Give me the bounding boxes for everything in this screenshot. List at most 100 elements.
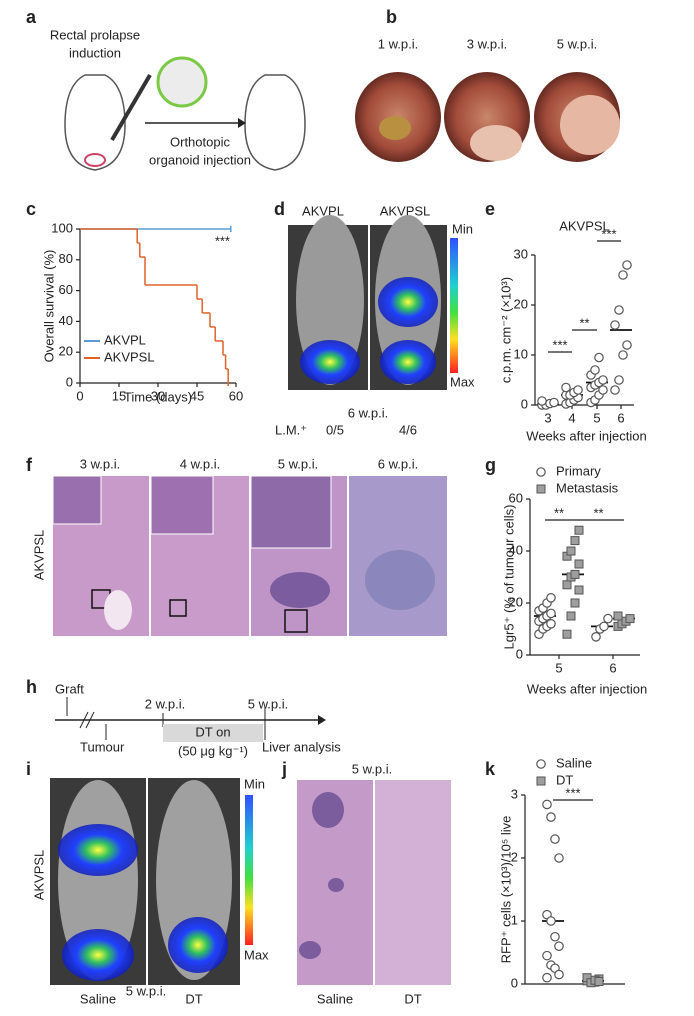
- y-tick-label: 60: [59, 282, 73, 297]
- y-axis-label: c.p.m. cm⁻² (×10³): [498, 277, 513, 383]
- data-point: [554, 941, 564, 951]
- data-point: [554, 853, 564, 863]
- column-label: DT: [185, 991, 202, 1006]
- x-tick-label: 5: [593, 410, 600, 425]
- x-axis-label: Weeks after injection: [527, 681, 647, 696]
- event-label: Liver analysis: [262, 739, 341, 754]
- chart-title: AKVPSL: [559, 218, 610, 233]
- data-point: [618, 350, 628, 360]
- column-label: Saline: [80, 991, 116, 1006]
- caption: Orthotopic: [170, 134, 230, 149]
- time-label: 6 w.p.i.: [348, 405, 388, 420]
- legend-label: DT: [556, 772, 573, 787]
- panel-label: f: [26, 455, 33, 475]
- data-point: [614, 375, 624, 385]
- image-label: 5 w.p.i.: [557, 36, 597, 51]
- event-label: Tumour: [80, 739, 125, 754]
- data-point: [542, 950, 552, 961]
- panel-h: Graft Tumour 2 w.p.i. 5 w.p.i. Liver ana…: [55, 681, 341, 758]
- scale-label: Max: [244, 947, 269, 962]
- image-label: 4 w.p.i.: [180, 456, 220, 471]
- x-tick-label: 0: [76, 388, 83, 403]
- panel-label: j: [281, 759, 287, 779]
- vessel: [104, 590, 132, 630]
- zoom-box: [169, 599, 187, 617]
- significance-label: ***: [552, 337, 567, 352]
- data-point: [603, 613, 613, 624]
- signal: [62, 929, 134, 981]
- data-point: [550, 931, 560, 942]
- inset: [250, 475, 332, 549]
- significance-label: ***: [565, 785, 580, 800]
- time-label: 5 w.p.i.: [126, 983, 166, 998]
- mouse: [64, 74, 126, 171]
- break: [85, 711, 95, 729]
- count: 0/5: [326, 422, 344, 437]
- data-point: [598, 375, 608, 385]
- data-point: [546, 812, 556, 822]
- data-point: [546, 592, 556, 603]
- x-tick-label: 3: [544, 410, 551, 425]
- significance-label: **: [579, 315, 589, 330]
- y-tick-label: 0: [521, 396, 528, 411]
- data-point: [614, 305, 624, 315]
- data-point: [622, 260, 632, 270]
- data-point: [590, 365, 600, 375]
- data-point: [546, 608, 556, 619]
- y-tick-label: 3: [511, 786, 518, 801]
- y-axis-label: RFP⁺ cells (×10³)/10⁵ live: [498, 816, 513, 964]
- significance-label: **: [593, 505, 603, 520]
- data-point: [618, 270, 628, 280]
- x-tick-label: 45: [190, 388, 204, 403]
- column-label: AKVPSL: [380, 203, 431, 218]
- y-tick-label: 80: [59, 251, 73, 266]
- data-point: [550, 834, 560, 844]
- data-point: [546, 618, 556, 629]
- inset: [52, 475, 102, 525]
- data-point: [566, 611, 576, 621]
- metastasis: [299, 941, 321, 959]
- data-point: [570, 536, 580, 546]
- panel-label: g: [485, 455, 496, 475]
- event-label: 2 w.p.i.: [145, 696, 185, 711]
- panel-label: d: [274, 199, 285, 219]
- data-point: [536, 759, 546, 769]
- panel-label: k: [485, 759, 496, 779]
- row-label: AKVPSL: [31, 530, 46, 581]
- y-axis-label: Lgr5⁺ (% of tumour cells): [501, 505, 516, 650]
- y-tick-label: 20: [509, 594, 523, 609]
- y-tick-label: 40: [59, 313, 73, 328]
- histology: [375, 780, 451, 985]
- tumour: [470, 125, 522, 161]
- x-tick-label: 5: [555, 660, 562, 675]
- panel-a: Rectal prolapse induction Orthotopic org…: [50, 27, 306, 171]
- image-label: 1 w.p.i.: [378, 36, 418, 51]
- data-point: [594, 976, 604, 986]
- inset: [150, 475, 214, 535]
- metastasis: [270, 572, 330, 608]
- caption: induction: [69, 45, 121, 60]
- x-tick-label: 6: [609, 660, 616, 675]
- panel-b: 1 w.p.i. 3 w.p.i. 5 w.p.i.: [355, 36, 620, 162]
- panel-f: AKVPSL 3 w.p.i. 4 w.p.i. 5 w.p.i. 6 w.p.…: [31, 456, 447, 636]
- y-tick-label: 20: [59, 344, 73, 359]
- color-scale: [245, 795, 253, 945]
- data-point: [554, 969, 564, 980]
- panel-label: a: [26, 7, 37, 27]
- image-label: 6 w.p.i.: [378, 456, 418, 471]
- data-point: [594, 352, 604, 363]
- data-point: [574, 525, 584, 535]
- metastasis: [365, 550, 435, 610]
- data-point: [610, 320, 620, 330]
- legend-label: Metastasis: [556, 480, 619, 495]
- tumour: [560, 95, 620, 155]
- dt-bar: [163, 724, 263, 742]
- scale-label: Min: [244, 776, 265, 791]
- legend-label: AKVPL: [104, 332, 146, 347]
- image-label: 5 w.p.i.: [278, 456, 318, 471]
- data-point: [613, 611, 623, 621]
- count: 4/6: [399, 422, 417, 437]
- caption: Rectal prolapse: [50, 27, 140, 42]
- panel-labels: a b c d e f g h i j k: [26, 7, 496, 779]
- legend-label: AKVPSL: [104, 349, 155, 364]
